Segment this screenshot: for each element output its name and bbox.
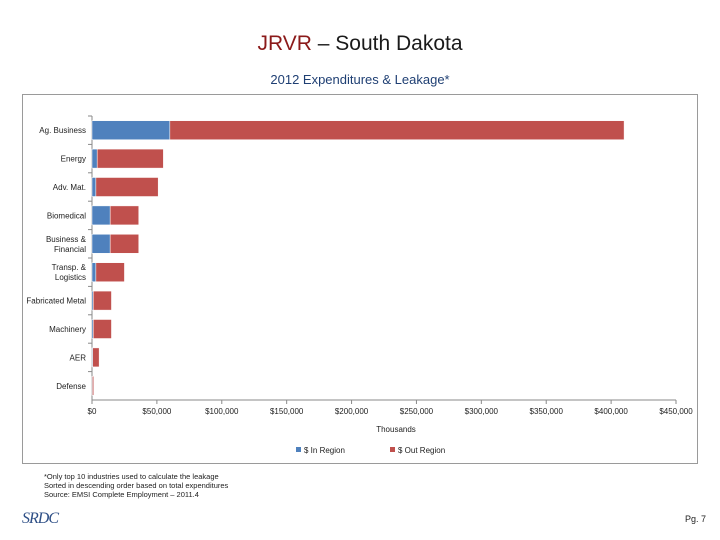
x-tick-label: $400,000 [594,407,628,416]
bar-out-region [92,347,100,368]
category-label-line: Machinery [49,325,86,334]
category-label-line: Transp. & [52,263,87,272]
legend-swatch-in-region [296,447,301,452]
bar-in-region [91,148,98,169]
footnote-line: *Only top 10 industries used to calculat… [44,472,219,481]
category-label-line: Defense [56,382,86,391]
legend-swatch-out-region [390,447,395,452]
chart-subtitle: 2012 Expenditures & Leakage* [270,72,450,87]
bar-in-region [91,262,97,282]
category-label-line: Energy [61,155,86,164]
bar-in-region [91,120,171,140]
bar-in-region [91,205,111,226]
x-tick-label: $150,000 [270,407,304,416]
category-label: Energy [61,155,86,164]
category-label-line: Business & [46,235,87,244]
bar-in-region [91,177,97,197]
x-tick-label: $450,000 [659,407,693,416]
x-tick-label: $350,000 [530,407,564,416]
category-label-line: AER [70,353,87,362]
category-label: Fabricated Metal [26,297,86,306]
category-label: AER [70,353,87,362]
category-label: Ag. Business [39,126,86,135]
category-label-line: Adv. Mat. [53,183,86,192]
category-label: Adv. Mat. [53,183,86,192]
footnote-line: Source: EMSI Complete Employment – 2011.… [44,490,199,499]
bar-in-region [91,234,111,254]
title-rest: South Dakota [335,32,463,55]
legend-label: $ Out Region [398,446,445,455]
x-tick-label: $50,000 [142,407,171,416]
bar-out-region [109,234,139,254]
x-tick-label: $100,000 [205,407,239,416]
bar-out-region [96,148,164,169]
bar-out-region [169,120,625,140]
category-label-line: Financial [54,245,86,254]
x-tick-label: $200,000 [335,407,369,416]
category-label-line: Biomedical [47,211,86,220]
title-accent: JRVR [257,32,312,55]
bar-out-region [95,177,159,197]
page-number: Pg. 7 [684,514,706,524]
chart-frame [22,94,698,464]
x-tick-label: $250,000 [400,407,434,416]
category-label-line: Fabricated Metal [26,297,86,306]
category-label: Biomedical [47,211,86,220]
category-label-line: Ag. Business [39,126,86,135]
x-tick-label: $300,000 [465,407,499,416]
bar-out-region [92,376,94,396]
category-label: Defense [56,382,86,391]
bar-out-region [93,319,112,339]
title-dash: – [311,32,336,55]
category-label: Business & Financial [46,235,87,254]
category-label: Transp. & Logistics [52,263,87,282]
srdc-logo: SRDC [22,510,59,527]
page-title: JRVR – South Dakota [0,32,720,56]
x-axis-title: Thousands [376,425,416,434]
category-label-line: Logistics [55,273,86,282]
bar-out-region [109,205,139,226]
bar-out-region [93,290,112,311]
category-label: Machinery [49,325,86,334]
footnotes: *Only top 10 industries used to calculat… [44,472,228,499]
footnote-line: Sorted in descending order based on tota… [44,481,229,490]
x-tick-label: $0 [88,407,97,416]
bar-out-region [95,262,125,282]
legend-label: $ In Region [304,446,345,455]
